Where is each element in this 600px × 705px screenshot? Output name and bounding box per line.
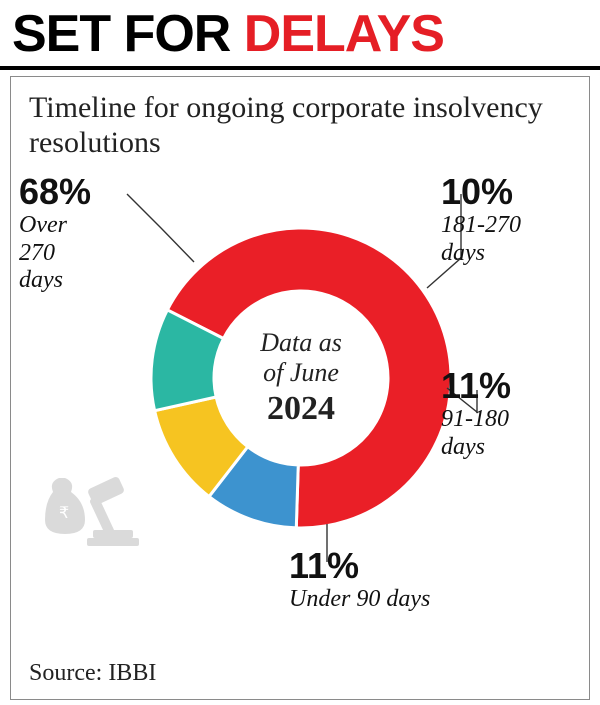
callout-91-180: 11% 91-180days: [441, 368, 581, 461]
desc-under90: Under 90 days: [289, 586, 489, 614]
pct-91-180: 11%: [441, 368, 581, 404]
chart-area: Data as of June 2024 68% Over 270 days O…: [29, 168, 571, 598]
callout-under90: 11% Under 90 days: [289, 548, 489, 614]
subhead: Timeline for ongoing corporate insolvenc…: [29, 91, 571, 160]
desc-91-180: 91-180days: [441, 406, 581, 461]
infographic-frame: SET FOR DELAYS Timeline for ongoing corp…: [0, 0, 600, 705]
gavel-moneybag-icon: ₹: [35, 462, 145, 552]
source-line: Source: IBBI: [29, 660, 156, 687]
center-line1: Data as: [260, 328, 342, 358]
headline-part2: DELAYS: [244, 5, 444, 63]
desc-over270: Over 270 days Over270days: [19, 212, 149, 295]
callout-over270: 68% Over 270 days Over270days: [19, 174, 149, 295]
pct-181-270: 10%: [441, 174, 581, 210]
center-line2: of June: [263, 358, 339, 388]
headline-part1: SET FOR: [12, 5, 244, 63]
svg-text:₹: ₹: [59, 505, 69, 522]
desc-181-270: 181-270days: [441, 212, 581, 267]
donut-center-label: Data as of June 2024: [151, 228, 451, 528]
center-year: 2024: [267, 390, 335, 428]
chart-panel: Timeline for ongoing corporate insolvenc…: [10, 76, 590, 700]
headline: SET FOR DELAYS: [0, 0, 600, 66]
callout-181-270: 10% 181-270days: [441, 174, 581, 267]
headline-rule: [0, 66, 600, 70]
pct-under90: 11%: [289, 548, 489, 584]
pct-over270: 68%: [19, 174, 149, 210]
